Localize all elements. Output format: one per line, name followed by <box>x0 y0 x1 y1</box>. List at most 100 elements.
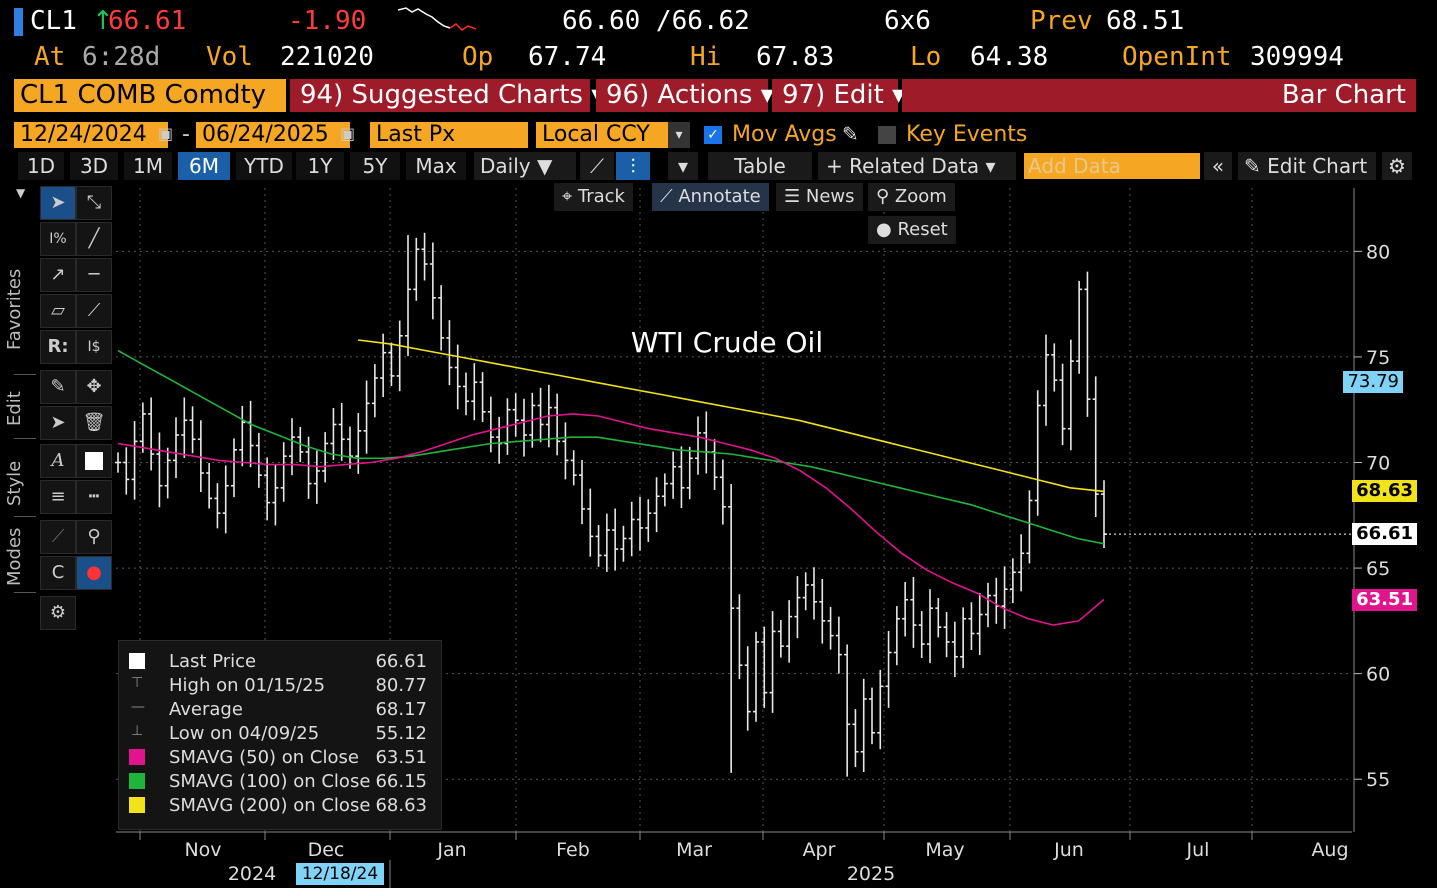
field-selector[interactable]: Last Px <box>370 122 528 148</box>
x-month-label: Dec <box>308 839 345 861</box>
price-bar <box>670 451 677 499</box>
ray-line-icon[interactable]: ↗ <box>40 258 76 292</box>
channel-icon[interactable]: ▱ <box>40 294 76 328</box>
collapse-icon[interactable]: « <box>1204 152 1232 180</box>
price-bar <box>405 235 411 357</box>
range-button-ytd[interactable]: YTD <box>236 152 292 180</box>
price-bar <box>1009 558 1016 604</box>
range-button-max[interactable]: Max <box>406 152 466 180</box>
price-bar <box>355 413 362 474</box>
y-tick-label: 75 <box>1366 347 1390 369</box>
magnet-mode-icon[interactable]: C <box>40 556 76 590</box>
price-bar <box>148 397 155 471</box>
price-bar <box>1051 343 1058 392</box>
legend-marker-icon: — <box>131 699 145 715</box>
calendar-icon[interactable]: ▣ <box>340 124 356 143</box>
price-bar <box>628 501 635 557</box>
text-style-icon[interactable]: A <box>40 444 76 478</box>
key-events-checkbox[interactable] <box>878 126 896 144</box>
track-button[interactable]: ⌖ Track <box>554 183 633 211</box>
legend-value: 68.63 <box>375 795 427 816</box>
reset-button[interactable]: ● Reset <box>868 216 956 244</box>
price-bar <box>918 611 925 659</box>
range-button-5y[interactable]: 5Y <box>350 152 400 180</box>
range-button-1m[interactable]: 1M <box>124 152 172 180</box>
price-bar <box>587 488 594 557</box>
security-field[interactable]: CL1 COMB Comdty <box>14 79 286 112</box>
trendline-icon[interactable]: ╱ <box>76 222 112 256</box>
eraser-mode-icon[interactable]: ⟋ <box>40 520 76 554</box>
price-bar <box>902 582 909 637</box>
y-tick-label: 60 <box>1366 664 1390 686</box>
annotate-label: Annotate <box>678 186 761 207</box>
table-button[interactable]: Table <box>708 152 812 180</box>
pointer-tool-icon[interactable]: ➤ <box>40 186 76 220</box>
range-button-1d[interactable]: 1D <box>18 152 64 180</box>
collapse-toolbar-icon[interactable]: ▼ <box>16 186 26 200</box>
percent-measure-icon[interactable]: I% <box>40 222 76 256</box>
range-button-3d[interactable]: 3D <box>70 152 118 180</box>
edit-menu[interactable]: 97) Edit ▾ <box>772 79 905 112</box>
draw-pencil-icon[interactable]: ✎ <box>40 370 76 404</box>
edit-chart-button[interactable]: ✎ Edit Chart <box>1238 152 1376 180</box>
range-button-6m[interactable]: 6M <box>178 152 230 180</box>
price-measure-icon[interactable]: I$ <box>76 330 112 364</box>
horizontal-line-icon[interactable]: ─ <box>76 258 112 292</box>
fill-color-icon[interactable] <box>76 444 112 478</box>
color-mode-icon[interactable]: ● <box>76 556 112 590</box>
legend-label: SMAVG (50) on Close <box>169 747 359 768</box>
price-bar <box>703 411 710 474</box>
add-point-icon[interactable]: ➤ <box>40 406 76 440</box>
price-bar <box>695 416 701 475</box>
retracement-icon[interactable]: R: <box>40 330 76 364</box>
zoom-button[interactable]: ⚲ Zoom <box>868 183 955 211</box>
period-selector[interactable]: Daily ▼ <box>474 152 576 180</box>
price-bar <box>794 576 801 639</box>
price-bar <box>280 442 287 502</box>
x-month-label: Jul <box>1186 839 1210 861</box>
line-width-icon[interactable]: ≡ <box>40 480 76 514</box>
line-style-icon[interactable]: ┅ <box>76 480 112 514</box>
legend-label: Average <box>169 699 243 720</box>
add-data-input[interactable]: Add Data <box>1024 153 1200 179</box>
range-button-1y[interactable]: 1Y <box>296 152 344 180</box>
price-bar <box>537 387 544 443</box>
prev-label: Prev <box>1030 6 1093 36</box>
actions-menu[interactable]: 96) Actions ▾ <box>596 79 774 112</box>
sparkline-icon <box>398 7 477 31</box>
price-bar <box>819 579 826 644</box>
annotate-button[interactable]: ⟋ Annotate <box>652 183 769 211</box>
legend-value: 80.77 <box>375 675 427 696</box>
price-bar <box>338 402 345 461</box>
bar-chart-icon[interactable]: ⫶ <box>616 152 650 180</box>
line-chart-icon[interactable]: ⟋ <box>580 152 614 180</box>
price-bar <box>603 513 610 572</box>
trash-icon[interactable]: 🗑 <box>76 406 112 440</box>
pencil-icon[interactable]: ✎ <box>842 122 859 146</box>
end-date-field[interactable]: 06/24/2025 <box>196 122 350 148</box>
chart-style-dropdown-icon[interactable]: ▾ <box>668 152 698 180</box>
pin-mode-icon[interactable]: ⚲ <box>76 520 112 554</box>
price-bar <box>255 432 262 488</box>
y-tick-label: 55 <box>1366 769 1390 791</box>
currency-selector[interactable]: Local CCY <box>536 122 668 148</box>
legend-swatch <box>129 749 145 765</box>
gear-icon[interactable]: ⚙ <box>1382 152 1412 180</box>
start-date-field[interactable]: 12/24/2024 <box>14 122 168 148</box>
news-button[interactable]: ☰ News <box>776 183 863 211</box>
high-label: Hi <box>690 42 722 72</box>
move-icon[interactable]: ✥ <box>76 370 112 404</box>
mov-avgs-checkbox[interactable]: ✓ <box>704 126 722 144</box>
price-bar <box>711 439 718 490</box>
currency-dropdown-icon[interactable]: ▾ <box>668 122 690 148</box>
related-data-button[interactable]: + Related Data ▾ <box>818 152 1016 180</box>
crosshair-tool-icon[interactable]: ⤡ <box>76 186 112 220</box>
toolbar-settings-icon[interactable]: ⚙ <box>40 596 76 630</box>
price-bar <box>206 462 213 509</box>
price-bar <box>570 450 577 486</box>
price-bar <box>869 687 875 745</box>
calendar-icon[interactable]: ▣ <box>158 124 174 143</box>
fib-line-icon[interactable]: ⟋ <box>76 294 112 328</box>
suggested-charts-menu[interactable]: 94) Suggested Charts ▾ <box>290 79 604 112</box>
